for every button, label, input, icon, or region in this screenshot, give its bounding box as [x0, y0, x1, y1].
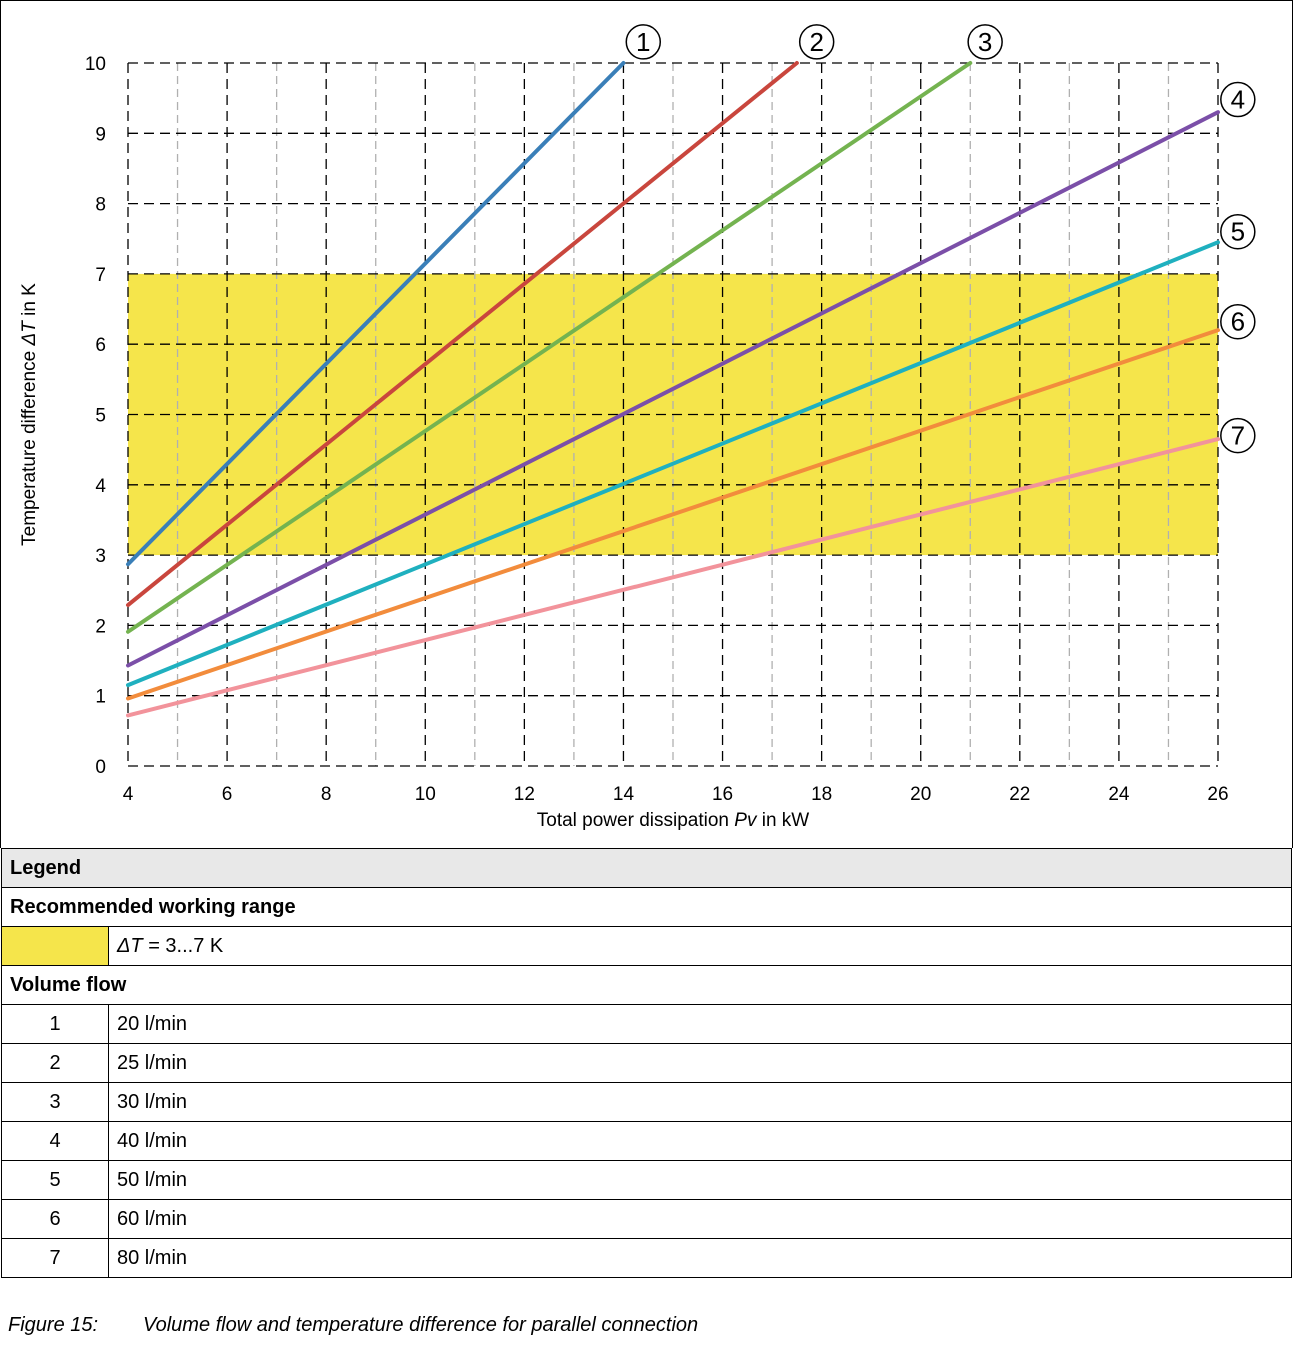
flow-number: 4 [1, 1121, 109, 1161]
series-marker-circle [1220, 417, 1256, 454]
x-tick-label: 12 [514, 784, 535, 805]
legend-title-row: Legend [1, 848, 1292, 888]
series-line-2 [126, 61, 799, 608]
y-tick-label: 4 [95, 476, 106, 497]
flow-row: 6 60 l/min [1, 1199, 1292, 1239]
flow-row: 4 40 l/min [1, 1121, 1292, 1161]
flow-number: 6 [1, 1199, 109, 1239]
x-axis-title: Total power dissipation Pv in kW [537, 810, 810, 831]
flow-value: 60 l/min [108, 1199, 1292, 1239]
series-line-6 [126, 328, 1220, 701]
flow-row: 3 30 l/min [1, 1082, 1292, 1122]
flow-number: 1 [1, 1004, 109, 1044]
series-line-3 [126, 61, 973, 634]
series-marker-label: 2 [809, 27, 823, 57]
series-marker-circle [1220, 81, 1256, 118]
y-axis-title: Temperature difference ΔT in K [19, 283, 40, 546]
x-tick-label: 20 [910, 784, 931, 805]
range-value: = 3...7 K [142, 934, 224, 957]
series-marker-label: 7 [1231, 421, 1245, 451]
flow-number: 5 [1, 1160, 109, 1200]
series-marker-circle [1220, 213, 1256, 250]
flow-value: 25 l/min [108, 1043, 1292, 1083]
range-row: ΔT = 3...7 K [1, 926, 1292, 966]
y-tick-label: 5 [95, 406, 106, 427]
range-heading-row: Recommended working range [1, 887, 1292, 927]
flow-value: 50 l/min [108, 1160, 1292, 1200]
flow-value: 20 l/min [108, 1004, 1292, 1044]
y-tick-label: 9 [95, 124, 106, 145]
flow-row: 1 20 l/min [1, 1004, 1292, 1044]
range-heading: Recommended working range [1, 887, 1292, 927]
x-tick-label: 16 [712, 784, 733, 805]
series-marker-circle [798, 24, 835, 60]
legend-title: Legend [1, 848, 1292, 888]
series-marker-label: 4 [1231, 85, 1245, 115]
y-tick-label: 10 [85, 54, 106, 75]
series-line-4 [126, 110, 1220, 668]
series-marker-circle [967, 24, 1003, 60]
series-marker-circle [625, 24, 662, 60]
flow-heading: Volume flow [1, 965, 1292, 1005]
x-tick-label: 24 [1108, 784, 1130, 805]
flow-number: 3 [1, 1082, 109, 1122]
y-tick-label: 8 [95, 195, 106, 216]
y-tick-label: 1 [95, 687, 106, 708]
legend-table: Legend Recommended working range ΔT = 3.… [1, 848, 1292, 1278]
flow-row: 5 50 l/min [1, 1160, 1292, 1200]
x-tick-label: 14 [613, 784, 635, 805]
x-tick-label: 10 [415, 784, 436, 805]
flow-number: 7 [1, 1238, 109, 1278]
flow-value: 40 l/min [108, 1121, 1292, 1161]
range-swatch [1, 926, 109, 966]
x-tick-label: 4 [123, 784, 134, 805]
series-marker-label: 1 [636, 27, 650, 57]
flow-row: 7 80 l/min [1, 1238, 1292, 1278]
y-tick-label: 7 [95, 265, 106, 286]
x-tick-label: 8 [321, 784, 332, 805]
y-tick-label: 2 [95, 616, 106, 637]
series-marker-label: 5 [1231, 217, 1245, 247]
x-tick-label: 26 [1207, 784, 1228, 805]
x-tick-label: 6 [222, 784, 233, 805]
figure-caption: Figure 15: Volume flow and temperature di… [8, 1314, 698, 1337]
range-symbol: ΔT [117, 934, 143, 957]
flow-row: 2 25 l/min [1, 1043, 1292, 1083]
y-tick-label: 0 [95, 757, 106, 778]
y-tick-label: 3 [95, 546, 106, 567]
caption-label: Figure 15: [8, 1314, 99, 1336]
series-marker-label: 3 [978, 27, 992, 57]
series-marker-circle [1220, 303, 1256, 340]
y-tick-label: 6 [95, 335, 106, 356]
x-tick-label: 18 [811, 784, 832, 805]
series-line-7 [126, 437, 1220, 718]
series-marker-label: 6 [1231, 307, 1245, 337]
series-line-1 [126, 61, 626, 567]
range-text: ΔT = 3...7 K [108, 926, 1292, 966]
flow-number: 2 [1, 1043, 109, 1083]
flow-value: 30 l/min [108, 1082, 1292, 1122]
flow-value: 80 l/min [108, 1238, 1292, 1278]
series-line-5 [126, 240, 1220, 688]
x-tick-label: 22 [1009, 784, 1030, 805]
flow-heading-row: Volume flow [1, 965, 1292, 1005]
caption-text: Volume flow and temperature difference f… [143, 1314, 699, 1336]
